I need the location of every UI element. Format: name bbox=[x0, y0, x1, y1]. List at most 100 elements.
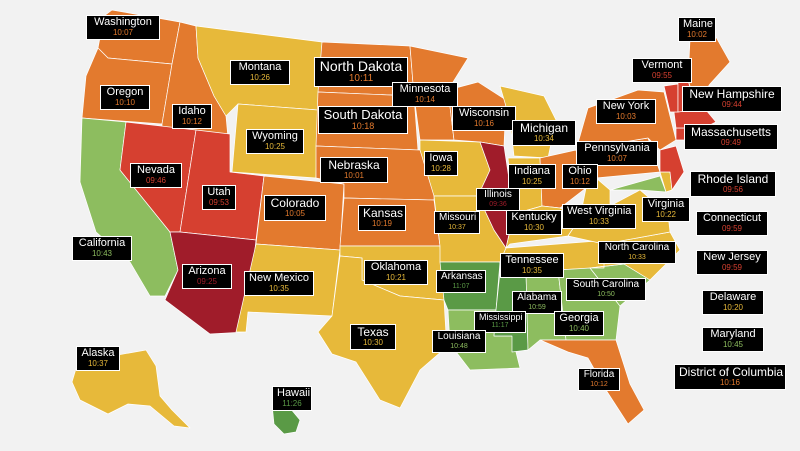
label-new-mexico: New Mexico 10:35 bbox=[244, 271, 314, 296]
state-name: Tennessee bbox=[505, 254, 559, 266]
state-time: 10:59 bbox=[528, 303, 546, 311]
label-iowa: Iowa 10:28 bbox=[424, 151, 458, 176]
state-time: 10:37 bbox=[448, 223, 466, 231]
label-west-virginia: West Virginia 10:33 bbox=[562, 204, 636, 229]
label-kentucky: Kentucky 10:30 bbox=[506, 210, 562, 235]
state-time: 10:48 bbox=[450, 342, 468, 350]
state-time: 10:34 bbox=[533, 133, 555, 143]
state-time: 10:30 bbox=[523, 222, 545, 232]
label-new-york: New York 10:03 bbox=[596, 99, 656, 124]
state-name: Maine bbox=[683, 18, 713, 30]
state-name: Minnesota bbox=[399, 83, 451, 95]
state-name: Virginia bbox=[647, 198, 685, 210]
state-name: Idaho bbox=[178, 105, 206, 117]
state-name: District of Columbia bbox=[679, 365, 784, 379]
state-time: 10:11 bbox=[348, 72, 374, 84]
state-time: 09:44 bbox=[721, 99, 743, 109]
state-name: California bbox=[78, 237, 126, 249]
state-name: Michigan bbox=[519, 121, 569, 135]
state-time: 10:10 bbox=[114, 97, 136, 107]
state-name: North Dakota bbox=[319, 58, 403, 74]
state-time: 10:28 bbox=[430, 163, 452, 173]
state-time: 10:07 bbox=[606, 153, 628, 163]
label-texas: Texas 10:30 bbox=[350, 324, 396, 350]
state-name: North Carolina bbox=[604, 242, 670, 253]
state-time: 10:40 bbox=[568, 323, 590, 333]
state-time: 10:33 bbox=[628, 253, 646, 261]
state-name: New Hampshire bbox=[689, 87, 775, 101]
label-indiana: Indiana 10:25 bbox=[508, 164, 556, 189]
state-shape-new_jersey bbox=[659, 145, 685, 191]
state-name: Maryland bbox=[710, 328, 756, 340]
label-hawaii: Hawaii 11:26 bbox=[272, 386, 312, 411]
state-name: Mississippi bbox=[479, 312, 523, 322]
state-time: 09:53 bbox=[208, 197, 230, 207]
label-south-carolina: South Carolina 10:50 bbox=[566, 278, 646, 301]
state-time: 10:25 bbox=[264, 141, 286, 151]
state-name: Pennsylvania bbox=[584, 142, 650, 154]
state-name: Massachusetts bbox=[690, 125, 772, 139]
state-name: Indiana bbox=[513, 165, 551, 177]
label-oregon: Oregon 10:10 bbox=[100, 85, 150, 110]
label-michigan: Michigan 10:34 bbox=[512, 120, 576, 146]
label-alaska: Alaska 10:37 bbox=[76, 346, 120, 371]
state-time: 10:12 bbox=[181, 116, 203, 126]
state-time: 10:18 bbox=[351, 120, 375, 131]
state-time: 09:36 bbox=[489, 200, 507, 208]
state-time: 10:12 bbox=[569, 176, 591, 186]
label-nebraska: Nebraska 10:01 bbox=[320, 157, 388, 183]
state-name: South Dakota bbox=[323, 107, 403, 122]
label-wisconsin: Wisconsin 10:16 bbox=[452, 106, 516, 131]
state-time: 10:37 bbox=[87, 358, 109, 368]
state-name: South Carolina bbox=[572, 279, 640, 290]
label-minnesota: Minnesota 10:14 bbox=[392, 82, 458, 107]
state-name: Delaware bbox=[709, 291, 757, 303]
label-nevada: Nevada 09:46 bbox=[130, 163, 182, 188]
label-ohio: Ohio 10:12 bbox=[562, 164, 598, 189]
state-name: Connecticut bbox=[702, 212, 762, 224]
label-vermont: Vermont 09:55 bbox=[632, 58, 692, 83]
label-kansas: Kansas 10:19 bbox=[358, 205, 406, 231]
label-tennessee: Tennessee 10:35 bbox=[500, 253, 564, 278]
state-time: 10:26 bbox=[249, 72, 271, 82]
state-time: 09:59 bbox=[721, 262, 743, 272]
state-time: 10:30 bbox=[362, 337, 384, 347]
state-name: Georgia bbox=[559, 312, 599, 324]
state-time: 10:14 bbox=[414, 94, 436, 104]
state-name: Iowa bbox=[429, 152, 453, 164]
label-connecticut: Connecticut 09:59 bbox=[696, 211, 768, 236]
state-time: 11:07 bbox=[452, 282, 470, 290]
state-time: 10:05 bbox=[284, 208, 306, 218]
state-time: 10:01 bbox=[343, 170, 365, 180]
label-utah: Utah 09:53 bbox=[202, 185, 236, 210]
state-name: Kentucky bbox=[511, 211, 557, 223]
label-arizona: Arizona 09:25 bbox=[182, 264, 232, 289]
state-time: 10:35 bbox=[521, 265, 543, 275]
state-time: 10:12 bbox=[590, 380, 608, 388]
label-arkansas: Arkansas 11:07 bbox=[436, 270, 486, 293]
label-missouri: Missouri 10:37 bbox=[434, 211, 480, 234]
label-new-hampshire: New Hampshire 09:44 bbox=[682, 86, 782, 112]
state-name: Arizona bbox=[188, 265, 226, 277]
state-time: 10:16 bbox=[719, 377, 741, 387]
label-georgia: Georgia 10:40 bbox=[554, 311, 604, 336]
state-name: Wisconsin bbox=[458, 107, 510, 119]
state-time: 10:33 bbox=[588, 216, 610, 226]
state-time: 09:49 bbox=[720, 137, 742, 147]
state-time: 09:25 bbox=[196, 276, 218, 286]
state-time: 10:07 bbox=[112, 27, 134, 37]
state-time: 10:43 bbox=[91, 248, 113, 258]
state-time: 09:55 bbox=[651, 70, 673, 80]
label-montana: Montana 10:26 bbox=[230, 60, 290, 85]
state-name: Alabama bbox=[517, 292, 557, 303]
state-time: 10:21 bbox=[385, 272, 407, 282]
state-name: Louisiana bbox=[437, 331, 481, 342]
state-time: 10:03 bbox=[615, 111, 637, 121]
label-idaho: Idaho 10:12 bbox=[172, 104, 212, 129]
state-name: Nevada bbox=[137, 164, 175, 176]
label-south-dakota: South Dakota 10:18 bbox=[318, 106, 408, 135]
state-time: 10:35 bbox=[268, 283, 290, 293]
state-time: 09:56 bbox=[722, 184, 744, 194]
label-massachusetts: Massachusetts 09:49 bbox=[684, 124, 778, 150]
label-district-of-columbia: District of Columbia 10:16 bbox=[674, 364, 786, 390]
